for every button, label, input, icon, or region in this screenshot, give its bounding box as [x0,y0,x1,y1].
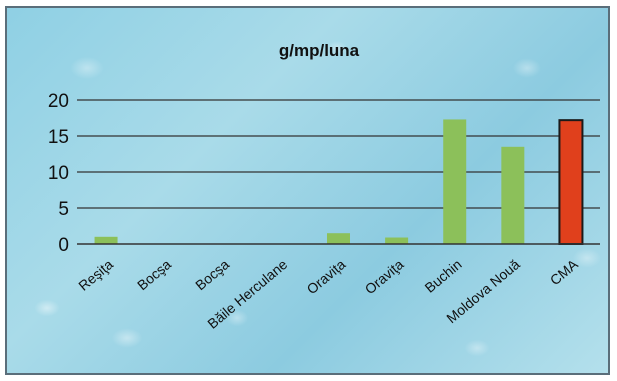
y-tick-label: 0 [58,235,69,256]
y-tick-label: 5 [58,199,69,220]
bar [558,119,584,245]
x-tick-label: CMA [547,256,582,289]
x-tick-label: Reşiţa [75,256,116,294]
bars [94,119,584,245]
x-tick-label: Bocşa [192,256,232,293]
x-tick-label: Oravița [304,256,349,297]
bar [94,236,118,244]
y-tick-label: 20 [48,91,69,112]
chart-frame: g/mp/luna 0 5 10 15 20 Reşiţa Bocşa Bocşa Băile… [5,6,610,375]
bar [443,119,467,244]
bar [385,237,409,244]
y-tick-label: 15 [48,127,69,148]
chart-title: g/mp/luna [279,41,360,60]
x-tick-label: Oraviţa [362,256,407,297]
x-tick-label: Bocşa [134,256,174,293]
x-tick-label: Buchin [422,256,465,296]
bar [501,146,525,244]
y-tick-label: 10 [48,163,69,184]
bar [327,233,350,244]
y-axis-ticks: 0 5 10 15 20 [48,91,69,256]
